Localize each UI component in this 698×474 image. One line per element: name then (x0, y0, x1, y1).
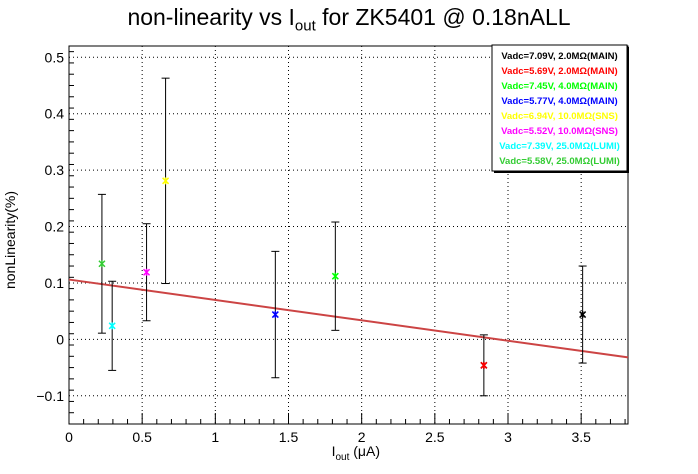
y-tick-label: 0.4 (45, 106, 65, 122)
chart-title: non-linearity vs Iout for ZK5401 @ 0.18n… (127, 4, 571, 35)
y-tick-label: 0.1 (45, 275, 65, 291)
marker (108, 322, 116, 330)
legend-entry-6: Vadc=7.39V, 25.0MΩ(LUMI) (499, 141, 620, 152)
legend-entry-1: Vadc=5.69V, 2.0MΩ(MAIN) (501, 66, 617, 77)
data-point-7-0 (97, 193, 106, 334)
x-tick-label: 3.5 (571, 429, 591, 445)
marker (480, 361, 488, 369)
marker (98, 260, 106, 268)
legend-shadow-bottom (494, 171, 629, 173)
data-point-0-1 (578, 265, 587, 364)
x-tick-label: 3 (504, 429, 512, 445)
legend-entry-3: Vadc=5.77V, 4.0MΩ(MAIN) (501, 96, 617, 107)
data-point-2-0 (331, 221, 340, 331)
x-tick-label: 2.5 (425, 429, 445, 445)
marker (271, 311, 279, 319)
plot-frame (68, 45, 629, 425)
marker (143, 268, 151, 276)
x-tick-label: 0.5 (132, 429, 152, 445)
x-axis-label: Iout (μA) (331, 443, 380, 463)
fit-line (68, 278, 629, 359)
x-tick-label: 1.5 (279, 429, 299, 445)
y-axis-label: nonLinearity(%) (2, 190, 18, 290)
y-tick-label: 0.5 (45, 49, 65, 65)
y-tick-label: 0.3 (45, 162, 65, 178)
data-point-6-0 (108, 280, 117, 371)
data-point-5-0 (142, 223, 151, 322)
legend-entry-4: Vadc=6.94V, 10.0MΩ(SNS) (501, 111, 618, 122)
data-point-3-0 (271, 250, 280, 379)
y-tick-label: 0.2 (45, 219, 65, 235)
data-point-4-0 (161, 77, 170, 285)
y-tick-label: −0.1 (36, 388, 64, 404)
legend-entry-2: Vadc=7.45V, 4.0MΩ(MAIN) (501, 81, 617, 92)
x-tick-label: 1 (211, 429, 219, 445)
legend-box (491, 44, 628, 172)
legend-shadow-right (627, 47, 629, 173)
legend-entry-0: Vadc=7.09V, 2.0MΩ(MAIN) (501, 51, 617, 62)
x-tick-label: 2 (358, 429, 366, 445)
marker (162, 177, 170, 185)
legend-entry-7: Vadc=5.58V, 25.0MΩ(LUMI) (499, 156, 620, 167)
legend: Vadc=7.09V, 2.0MΩ(MAIN) Vadc=5.69V, 2.0MΩ… (491, 44, 629, 173)
y-tick-label: 0 (56, 331, 64, 347)
data-point-1-0 (479, 334, 488, 397)
x-tick-label: 0 (65, 429, 73, 445)
marker (579, 311, 587, 319)
legend-entry-5: Vadc=5.52V, 10.0MΩ(SNS) (501, 126, 618, 137)
marker (331, 272, 339, 280)
